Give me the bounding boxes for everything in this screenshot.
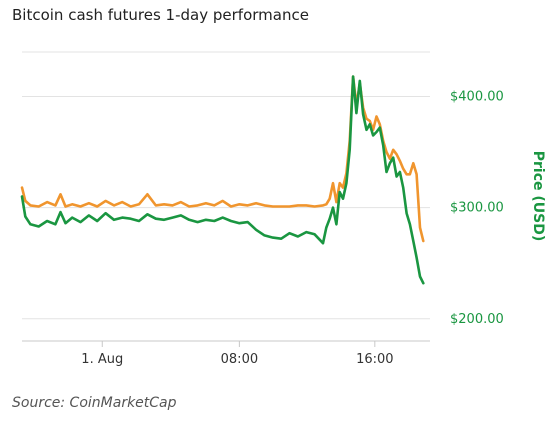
- grid-lines: [22, 51, 430, 320]
- y-tick-label: $300.00: [450, 201, 504, 216]
- x-tick-label: 1. Aug: [81, 352, 123, 367]
- y-axis-label: Price (USD): [530, 151, 546, 242]
- y-axis: $200.00 $300.00 $400.00: [450, 89, 504, 326]
- x-tick-label: 08:00: [221, 352, 258, 367]
- series-lines: [20, 75, 425, 285]
- x-axis: 1. Aug 08:00 16:00: [22, 340, 430, 367]
- y-tick-label: $200.00: [450, 312, 504, 327]
- chart-title: Bitcoin cash futures 1-day performance: [12, 6, 309, 24]
- series-line-2: [20, 75, 425, 285]
- x-tick-label: 16:00: [356, 352, 393, 367]
- y-tick-label: $400.00: [450, 89, 504, 104]
- series-line-1: [20, 75, 425, 243]
- source-note: Source: CoinMarketCap: [12, 395, 177, 411]
